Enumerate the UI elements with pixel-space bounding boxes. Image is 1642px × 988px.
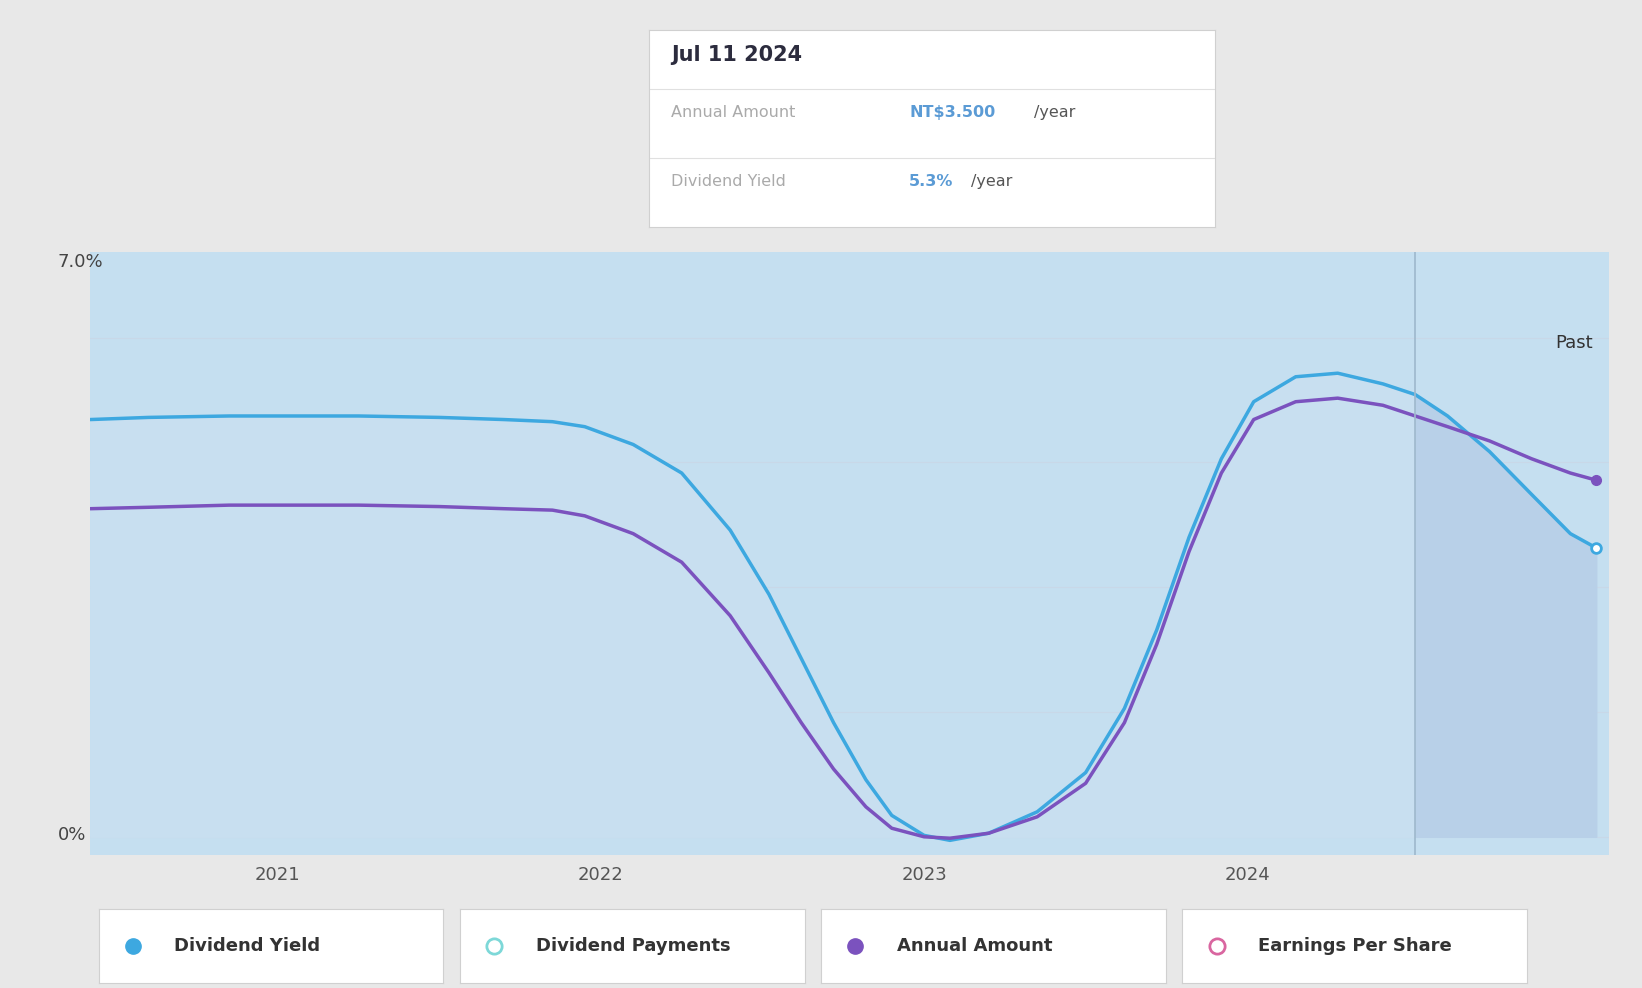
Text: Annual Amount: Annual Amount [897,937,1053,955]
Text: /year: /year [1034,105,1076,120]
Text: Jul 11 2024: Jul 11 2024 [672,45,803,65]
Text: Dividend Yield: Dividend Yield [672,174,787,189]
Text: Past: Past [1555,334,1593,352]
Text: Earnings Per Share: Earnings Per Share [1258,937,1452,955]
Text: Annual Amount: Annual Amount [672,105,796,120]
Text: 5.3%: 5.3% [910,174,954,189]
Text: /year: /year [972,174,1013,189]
Text: 0%: 0% [57,826,85,844]
Text: NT$3.500: NT$3.500 [910,105,995,120]
Text: Dividend Yield: Dividend Yield [174,937,320,955]
Text: Dividend Payments: Dividend Payments [535,937,731,955]
Text: 7.0%: 7.0% [57,253,103,271]
